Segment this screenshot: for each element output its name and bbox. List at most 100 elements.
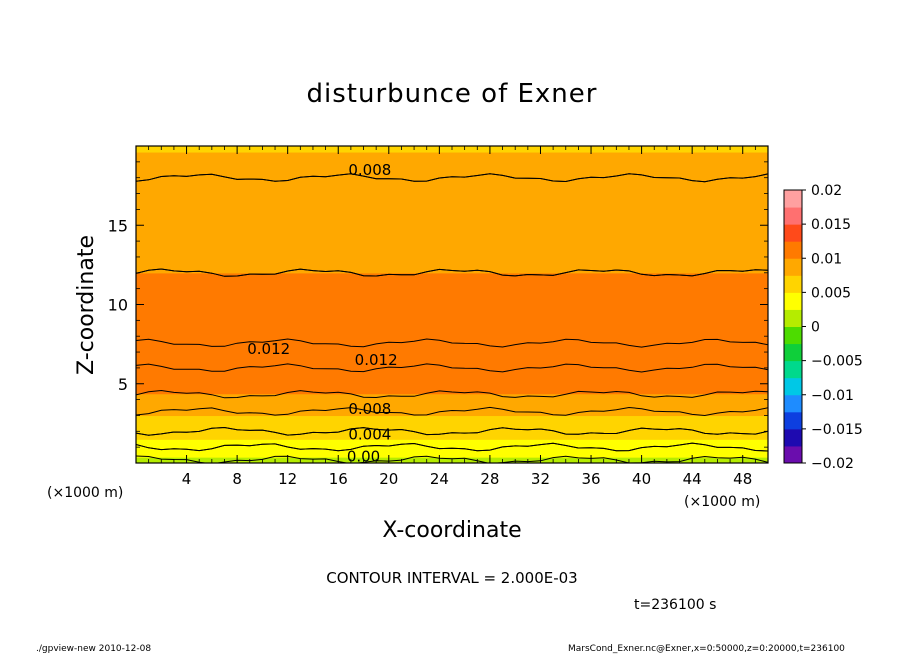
heatmap-band <box>136 357 768 361</box>
heatmap-band <box>136 318 768 321</box>
heatmap-band <box>136 235 768 238</box>
x-tick-label: 48 <box>733 470 752 488</box>
heatmap-band <box>136 229 768 232</box>
heatmap-band <box>136 252 768 256</box>
heatmap-band <box>136 183 768 187</box>
heatmap-band <box>136 324 768 327</box>
heatmap-band <box>136 344 768 347</box>
heatmap-band <box>136 199 768 203</box>
heatmap-band <box>136 155 768 159</box>
colorbar-label: 0.005 <box>811 285 851 301</box>
heatmap-band <box>136 397 768 401</box>
colorbar-label: −0.005 <box>811 354 863 370</box>
heatmap-band <box>136 262 768 266</box>
colorbar-label: 0.015 <box>811 217 851 233</box>
contour-line <box>136 406 768 417</box>
heatmap-band <box>136 245 768 248</box>
heatmap-band <box>136 286 768 290</box>
heatmap-band <box>136 201 768 205</box>
heatmap-band <box>136 443 768 446</box>
heatmap-band <box>136 451 768 454</box>
heatmap-band <box>136 334 768 337</box>
heatmap-band <box>136 153 768 157</box>
heatmap-band <box>136 298 768 302</box>
heatmap-band <box>136 181 768 185</box>
heatmap-band <box>136 227 768 230</box>
heatmap-band <box>136 314 768 317</box>
heatmap-band <box>136 270 768 274</box>
footer-right: MarsCond_Exner.nc@Exner,x=0:50000,z=0:20… <box>568 644 845 654</box>
heatmap-band <box>136 312 768 316</box>
heatmap-band <box>136 429 768 432</box>
x-tick-label: 24 <box>430 470 449 488</box>
heatmap-band <box>136 284 768 288</box>
heatmap-band <box>136 237 768 240</box>
heatmap-band <box>136 352 768 355</box>
heatmap-band <box>136 415 768 419</box>
heatmap-band <box>136 217 768 220</box>
colorbar-swatch <box>784 258 802 276</box>
heatmap-band <box>136 320 768 323</box>
colorbar-swatch <box>784 445 802 464</box>
heatmap-band <box>136 401 768 405</box>
heatmap-band <box>136 338 768 341</box>
heatmap-band <box>136 274 768 278</box>
x-tick-label: 28 <box>480 470 499 488</box>
colorbar-swatch <box>784 241 802 259</box>
heatmap-band <box>136 193 768 197</box>
x-tick-label: 16 <box>329 470 348 488</box>
heatmap-band <box>136 391 768 395</box>
heatmap-band <box>136 282 768 286</box>
heatmap-band <box>136 437 768 440</box>
x-tick-label: 4 <box>182 470 192 488</box>
heatmap-band <box>136 292 768 296</box>
heatmap-band <box>136 441 768 444</box>
heatmap-band <box>136 177 768 181</box>
heatmap-band <box>136 375 768 379</box>
heatmap-band <box>136 427 768 430</box>
x-tick-label: 8 <box>232 470 242 488</box>
heatmap-band <box>136 421 768 424</box>
time-label: t=236100 s <box>634 597 716 613</box>
heatmap-band <box>136 369 768 373</box>
contour-line <box>136 173 768 183</box>
heatmap-band <box>136 149 768 153</box>
heatmap-band <box>136 328 768 331</box>
heatmap-band <box>136 187 768 191</box>
heatmap-band <box>136 445 768 448</box>
footer-left: ./gpview-new 2010-12-08 <box>36 644 151 654</box>
heatmap-band <box>136 403 768 407</box>
contour-line <box>136 426 768 436</box>
heatmap-band <box>136 433 768 436</box>
heatmap-band <box>136 332 768 335</box>
colorbar-swatch <box>784 190 802 208</box>
contour-line <box>136 442 768 452</box>
heatmap-band <box>136 449 768 452</box>
heatmap-band <box>136 185 768 189</box>
heatmap-band <box>136 387 768 391</box>
heatmap-band <box>136 276 768 280</box>
heatmap-band <box>136 354 768 357</box>
colorbar-swatch <box>784 377 802 396</box>
colorbar-swatch <box>784 343 802 362</box>
colorbar-swatch <box>784 394 802 413</box>
x-tick-label: 32 <box>531 470 550 488</box>
heatmap-band <box>136 306 768 310</box>
heatmap-band <box>136 209 768 212</box>
x-tick-label: 44 <box>683 470 702 488</box>
heatmap-band <box>136 419 768 422</box>
heatmap-band <box>136 288 768 292</box>
heatmap-band <box>136 395 768 399</box>
heatmap-band <box>136 455 768 458</box>
heatmap-band <box>136 300 768 304</box>
x-axis-label: X-coordinate <box>382 518 521 543</box>
heatmap-band <box>136 231 768 234</box>
heatmap-band <box>136 302 768 306</box>
contour-interval: CONTOUR INTERVAL = 2.000E-03 <box>326 569 577 587</box>
y-tick-label: 10 <box>108 296 128 315</box>
heatmap-band <box>136 215 768 218</box>
y-tick-label: 5 <box>118 375 128 394</box>
heatmap-band <box>136 326 768 329</box>
heatmap-band <box>136 264 768 268</box>
